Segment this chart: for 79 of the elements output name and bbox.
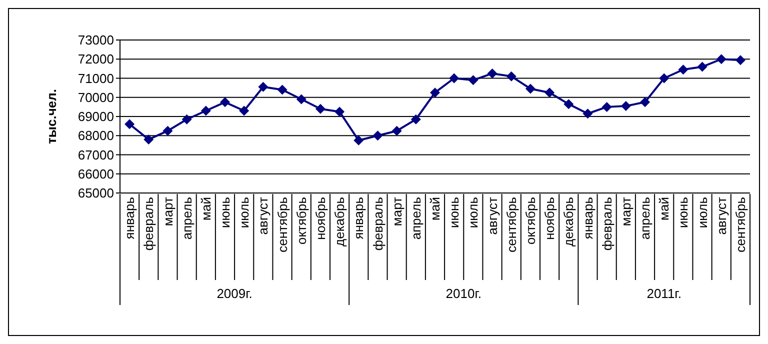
- x-tick-label: ноябрь: [542, 196, 558, 240]
- x-tick-label: июнь: [676, 196, 691, 228]
- point: [582, 108, 593, 119]
- x-tick-label: май: [656, 197, 672, 220]
- x-tick-label: сентябрь: [733, 196, 748, 252]
- x-tick-label: июнь: [218, 196, 233, 228]
- x-tick-label: июль: [694, 196, 710, 228]
- point: [487, 68, 498, 78]
- y-axis-title: тыс.чел.: [44, 89, 59, 144]
- x-tick-label: январь: [122, 196, 138, 240]
- point: [564, 99, 574, 110]
- point: [258, 82, 268, 92]
- x-tick-label: март: [160, 196, 176, 226]
- y-tick-label: 71000: [78, 70, 114, 86]
- x-tick-label: июль: [466, 196, 481, 228]
- x-tick-label: май: [198, 197, 214, 220]
- x-tick-label: январь: [351, 196, 366, 240]
- point: [678, 64, 688, 75]
- point: [506, 71, 516, 82]
- point: [124, 119, 135, 130]
- text: 2010г.: [446, 286, 482, 301]
- point: [220, 97, 230, 108]
- point: [182, 114, 192, 124]
- x-tick-label: сентябрь: [274, 196, 290, 252]
- point: [697, 62, 708, 72]
- y-tick-label: 65000: [78, 186, 114, 201]
- x-tick-label: апрель: [408, 196, 424, 240]
- x-tick-label: апрель: [638, 196, 653, 240]
- x-tick-label: март: [618, 196, 634, 226]
- point: [239, 106, 250, 116]
- x-tick-label: декабрь: [332, 196, 348, 246]
- point: [315, 104, 326, 114]
- x-tick-label: август: [256, 196, 271, 235]
- x-tick-label: август: [714, 196, 729, 235]
- point: [144, 134, 154, 144]
- point: [410, 114, 421, 124]
- y-tick-label: 68000: [78, 128, 114, 144]
- point: [716, 54, 726, 64]
- point: [449, 73, 460, 84]
- point: [640, 97, 650, 108]
- x-tick-label: февраль: [141, 196, 156, 251]
- x-tick-label: ноябрь: [313, 196, 328, 240]
- point: [602, 102, 612, 112]
- point: [468, 75, 478, 86]
- point: [659, 73, 670, 84]
- point: [277, 84, 288, 95]
- point: [392, 126, 402, 136]
- text: 2009г.: [216, 286, 252, 301]
- point: [200, 106, 211, 116]
- x-tick-label: январь: [580, 196, 596, 240]
- point: [544, 88, 555, 98]
- point: [372, 130, 383, 141]
- point: [334, 106, 345, 117]
- point: [735, 55, 746, 66]
- point: [296, 94, 306, 104]
- x-tick-label: июнь: [446, 196, 462, 228]
- y-tick-label: 70000: [78, 90, 114, 105]
- x-tick-label: февраль: [370, 196, 386, 251]
- x-tick-label: октябрь: [523, 196, 538, 245]
- point: [525, 84, 536, 94]
- x-tick-label: апрель: [179, 196, 194, 240]
- y-tick-label: 69000: [78, 109, 114, 124]
- y-tick-label: 73000: [78, 32, 114, 48]
- x-tick-label: февраль: [599, 196, 614, 251]
- x-tick-label: май: [428, 197, 443, 220]
- point: [430, 88, 440, 98]
- y-tick-label: 67000: [78, 147, 114, 162]
- x-tick-label: сентябрь: [504, 196, 519, 252]
- x-tick-label: август: [484, 196, 500, 235]
- point: [162, 126, 173, 136]
- x-tick-label: июль: [236, 196, 252, 228]
- x-tick-label: октябрь: [294, 196, 309, 245]
- point: [620, 100, 631, 111]
- point: [354, 135, 364, 146]
- text: 2011г.: [646, 286, 682, 301]
- x-tick-label: декабрь: [561, 196, 576, 246]
- x-tick-label: март: [389, 196, 404, 226]
- y-tick-label: 72000: [78, 52, 114, 67]
- y-tick-label: 66000: [78, 166, 114, 182]
